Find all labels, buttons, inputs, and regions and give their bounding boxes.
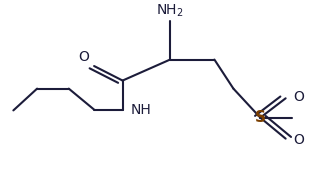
Text: O: O (79, 50, 89, 64)
Text: O: O (294, 90, 304, 104)
Text: S: S (255, 110, 266, 125)
Text: O: O (294, 133, 304, 147)
Text: NH: NH (130, 103, 151, 117)
Text: NH$_2$: NH$_2$ (156, 3, 184, 19)
